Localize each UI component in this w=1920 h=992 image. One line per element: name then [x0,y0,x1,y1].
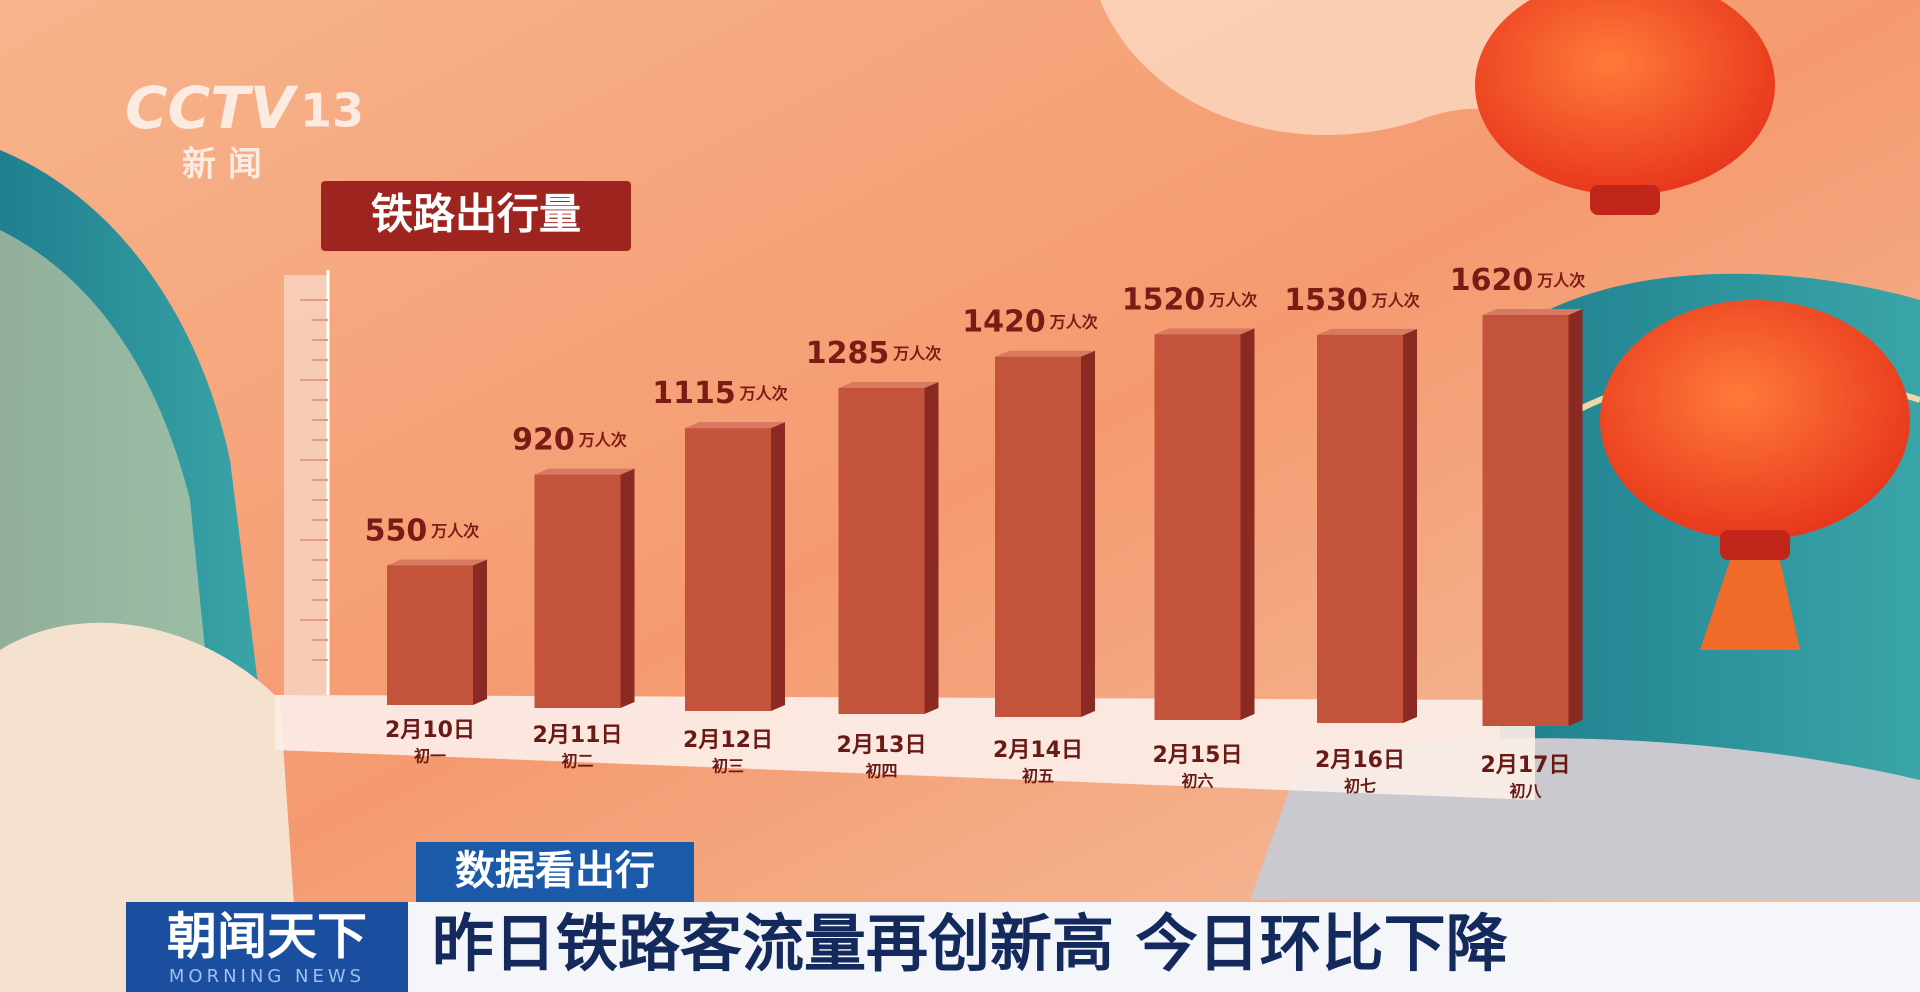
program-box [126,902,408,992]
bar [1317,334,1403,723]
x-tick-label: 2月10日 [385,718,475,743]
bar [1482,315,1569,726]
lantern [1475,0,1775,195]
value-label: 1420 万人次 [962,304,1098,339]
value-label: 1115 万人次 [652,376,788,411]
x-tick-label: 2月16日 [1315,748,1405,773]
value-number: 550 [365,513,428,548]
logo-channel: 13 [300,84,364,138]
value-number: 1285 [806,335,890,370]
bar-top [1317,328,1417,335]
ruler-tick-marks [300,299,328,661]
x-tick-label: 2月11日 [533,723,623,748]
bar-side [620,468,635,708]
x-tick-label: 2月15日 [1153,743,1243,768]
x-tick-label: 2月14日 [993,738,1083,763]
value-unit: 万人次 [1371,290,1420,309]
lantern-cap [1590,185,1660,215]
tag: 数据看出行 [455,848,655,894]
title-box [321,181,631,251]
x-sub-label: 初二 [561,752,593,771]
bar [387,565,473,705]
value-number: 1420 [962,304,1046,339]
value-label: 550 万人次 [365,513,480,548]
value-unit: 万人次 [1208,290,1257,309]
tag-box [416,842,694,902]
bar [995,356,1081,717]
value-number: 1620 [1450,263,1534,298]
bar-side [473,559,487,705]
x-sub-label: 初八 [1509,782,1542,801]
headline: 昨日铁路客流量再创新高 今日环比下降 [432,907,1508,980]
bar-top [1154,328,1255,335]
program-en: MORNING NEWS [169,966,365,987]
ruler-ticks [300,299,328,661]
cloud-left [0,622,300,992]
bar [838,387,925,714]
x-tick-label: 2月12日 [683,728,773,753]
headline-box [408,902,1920,992]
value-label: 1285 万人次 [806,335,942,370]
value-unit: 万人次 [430,521,479,540]
bar-top [387,559,487,566]
bar-side [1081,350,1095,717]
logo-name: 新 闻 [182,145,262,185]
bar [685,428,771,711]
lantern-tassel [1700,560,1800,650]
bar-top [995,350,1095,357]
program: 朝闻天下 [167,908,367,966]
value-label: 1530 万人次 [1284,282,1420,317]
x-sub-label: 初五 [1022,767,1054,786]
value-number: 920 [512,422,575,457]
value-unit: 万人次 [578,430,627,449]
value-unit: 万人次 [1049,312,1098,331]
bar-side [924,381,939,714]
bar-side [1240,328,1255,720]
lantern-cap [1720,530,1790,560]
value-unit: 万人次 [1536,271,1585,290]
x-sub-label: 初四 [865,762,897,781]
x-sub-label: 初七 [1344,777,1376,796]
bar-top [685,422,785,429]
ruler [284,275,328,695]
bar-top [1482,309,1583,315]
bar-top [534,468,635,475]
bar-side [1568,309,1583,726]
x-sub-label: 初一 [414,747,446,766]
value-label: 1520 万人次 [1122,282,1258,317]
value-number: 1520 [1122,282,1206,317]
bar-top [838,381,939,388]
bar [534,474,621,708]
x-sub-label: 初三 [712,757,744,776]
bar-side [1403,328,1417,723]
value-number: 1530 [1284,282,1368,317]
bar [1154,334,1241,720]
value-label: 920 万人次 [512,422,627,457]
x-tick-label: 2月17日 [1481,753,1571,778]
value-unit: 万人次 [892,343,941,362]
value-unit: 万人次 [739,384,788,403]
x-tick-label: 2月13日 [837,733,927,758]
bar-side [771,422,785,711]
logo-brand: CCTV [125,74,299,142]
x-sub-label: 初六 [1181,772,1213,791]
chart-title: 铁路出行量 [371,190,581,239]
wave-left-line [0,230,210,720]
platform [275,695,1535,800]
value-label: 1620 万人次 [1450,263,1586,298]
value-number: 1115 [652,376,736,411]
lantern [1600,300,1910,540]
